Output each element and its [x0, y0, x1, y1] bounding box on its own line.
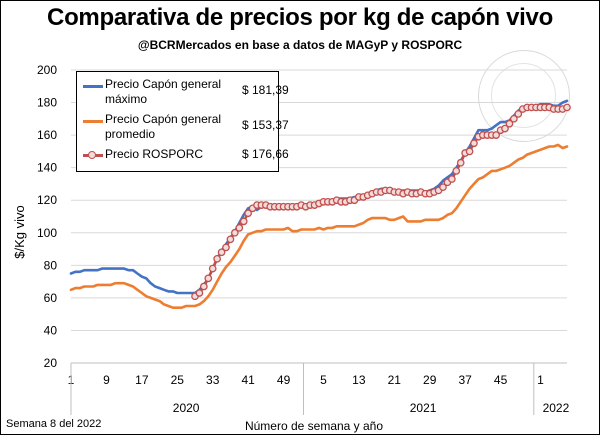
data-point [514, 110, 523, 118]
x-tick-label: 33 [206, 373, 220, 387]
y-tick-label: 180 [37, 96, 57, 110]
data-point [456, 158, 465, 167]
data-point [501, 124, 509, 133]
legend-label-promedio-line1: Precio Capón general [105, 112, 222, 126]
y-tick-label: 140 [37, 161, 57, 175]
y-tick-label: 20 [44, 356, 58, 370]
year-label-2021: 2021 [410, 401, 437, 415]
data-point [226, 235, 235, 244]
data-point [222, 243, 230, 252]
x-tick-label: 41 [241, 373, 255, 387]
x-tick-label: 21 [388, 373, 402, 387]
y-tick-label: 60 [44, 291, 58, 305]
y-tick-label: 80 [44, 258, 58, 272]
legend-label-maximo-line2: máximo [105, 92, 148, 106]
y-tick-label: 200 [37, 63, 57, 77]
y-tick-label: 40 [44, 323, 58, 337]
legend-label-promedio-line2: promedio [105, 127, 156, 141]
chart-subtitle: @BCRMercados en base a datos de MAGyP y … [137, 38, 463, 52]
series-line-1 [69, 143, 569, 309]
series-1 [69, 143, 569, 309]
x-tick-label: 25 [171, 373, 185, 387]
x-tick-label: 1 [537, 373, 544, 387]
legend-swatch-promedio [83, 120, 103, 123]
data-point [195, 289, 204, 297]
y-tick-label: 120 [37, 193, 57, 207]
x-axis: 191725334149513212937451202020212022 [68, 362, 570, 415]
y-axis-label: $/Kg vivo [12, 205, 27, 258]
data-point [239, 217, 248, 226]
x-tick-label: 9 [103, 373, 110, 387]
x-tick-label: 45 [494, 373, 508, 387]
legend-value-maximo: $ 181,39 [242, 83, 289, 97]
data-point [235, 224, 244, 232]
data-point [439, 183, 447, 192]
data-point [213, 254, 221, 263]
data-point [510, 114, 518, 123]
data-point [492, 131, 500, 139]
data-point [231, 228, 239, 237]
watermark-seal [478, 50, 570, 142]
data-point [563, 103, 571, 112]
data-point [452, 167, 461, 175]
data-point [505, 119, 514, 128]
x-tick-label: 5 [320, 373, 327, 387]
year-label-2020: 2020 [173, 401, 200, 415]
data-point [204, 274, 213, 283]
data-point [244, 209, 252, 218]
legend-marker-rosporc [88, 151, 96, 159]
data-point [470, 139, 478, 148]
series-layer [69, 99, 571, 309]
data-point [465, 147, 474, 156]
legend: Precio Capón general máximo $ 181,39 Pre… [76, 71, 289, 172]
x-tick-label: 29 [423, 373, 437, 387]
legend-value-rosporc: $ 176,66 [242, 147, 289, 161]
y-tick-label: 100 [37, 226, 57, 240]
x-tick-label: 13 [352, 373, 366, 387]
legend-label-maximo-line1: Precio Capón general [105, 77, 222, 91]
x-axis-label: Número de semana y año [245, 419, 383, 433]
legend-label-rosporc: Precio ROSPORC [105, 147, 204, 161]
y-tick-label: 160 [37, 128, 57, 142]
chart-title: Comparativa de precios por kg de capón v… [47, 4, 553, 31]
legend-value-promedio: $ 153,37 [242, 118, 289, 132]
y-axis-ticks: 20 40 60 80 100 120 140 160 180 200 [37, 63, 57, 370]
data-point [448, 175, 456, 183]
footnote: Semana 8 del 2022 [6, 418, 102, 430]
x-tick-label: 37 [458, 373, 472, 387]
legend-swatch-maximo [83, 85, 103, 88]
data-point [200, 282, 208, 291]
series-2 [191, 103, 571, 301]
x-tick-label: 49 [277, 373, 291, 387]
data-point [217, 248, 226, 257]
data-point [208, 264, 217, 273]
watermark-seal-inner [491, 63, 556, 128]
year-label-2022: 2022 [543, 401, 570, 415]
x-tick-label: 17 [135, 373, 149, 387]
